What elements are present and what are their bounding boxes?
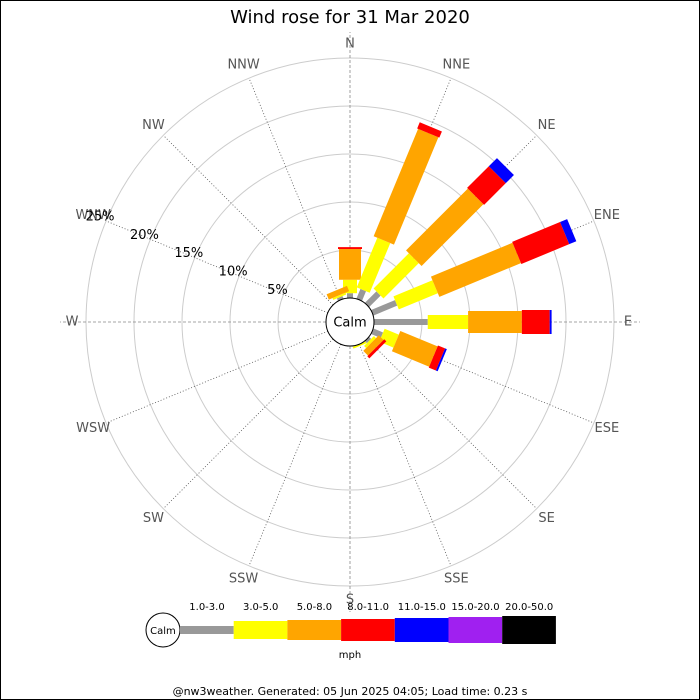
legend-label: 3.0-5.0 — [243, 602, 278, 613]
direction-label: W — [66, 315, 79, 330]
direction-label: SE — [538, 511, 554, 526]
bar-segment — [356, 288, 366, 301]
legend-label: 15.0-20.0 — [451, 602, 499, 613]
direction-label: S — [346, 593, 354, 608]
direction-label: SSW — [229, 571, 259, 586]
legend-label: 5.0-8.0 — [297, 602, 332, 613]
direction-label: NNE — [443, 58, 471, 73]
legend-swatch — [341, 619, 395, 641]
footer: @nw3weather. Generated: 05 Jun 2025 04:0… — [173, 685, 528, 698]
legend-swatch — [502, 616, 556, 644]
bar-segment — [352, 341, 367, 349]
direction-label: SW — [143, 511, 164, 526]
bar-segment — [364, 336, 372, 344]
bar-segment — [435, 348, 447, 372]
legend-swatch — [394, 618, 449, 642]
chart-title: Wind rose for 31 Mar 2020 — [230, 7, 470, 28]
direction-label: NW — [142, 118, 165, 133]
bar-segment — [393, 280, 438, 310]
direction-label: NNW — [227, 58, 259, 73]
direction-label: ESE — [594, 421, 619, 436]
calm-label: Calm — [333, 316, 366, 331]
direction-label: NE — [538, 118, 556, 133]
spoke — [163, 338, 334, 509]
legend-swatch — [287, 620, 342, 640]
r-tick-label: 20% — [130, 228, 159, 243]
bar-segment — [367, 339, 387, 359]
bar-segment — [560, 219, 577, 245]
bar-segment — [391, 330, 438, 367]
legend-units: mph — [339, 650, 361, 661]
direction-label: WSW — [76, 421, 110, 436]
legend-label: 1.0-3.0 — [189, 602, 224, 613]
direction-label: N — [345, 37, 355, 52]
bar-segment — [363, 335, 384, 356]
bar-segment — [374, 319, 428, 325]
bar-segment — [356, 237, 391, 293]
bar-segment — [406, 188, 484, 266]
bar-segment — [332, 292, 347, 300]
calm-circle — [325, 297, 375, 347]
legend-label: 20.0-50.0 — [505, 602, 553, 613]
bar-segment — [371, 300, 398, 316]
bar-segment — [364, 336, 376, 348]
spoke — [163, 135, 334, 306]
bar-segment — [512, 222, 570, 265]
spoke — [366, 338, 537, 509]
legend-calm-label: Calm — [150, 626, 176, 637]
bar-segment — [467, 166, 506, 205]
bar-segment — [373, 253, 419, 299]
r-tick-label: 10% — [219, 265, 248, 280]
bar-segment — [373, 128, 439, 245]
r-tick-label: 25% — [86, 209, 115, 224]
spoke — [105, 220, 328, 314]
direction-label: WNW — [75, 208, 111, 223]
bar-segment — [427, 315, 469, 329]
bar-segment — [336, 296, 344, 301]
legend-swatch — [233, 621, 288, 639]
bar-segment — [326, 285, 350, 300]
legend-swatch — [448, 617, 503, 643]
bar-segment — [488, 158, 514, 184]
bar-segment — [521, 310, 550, 334]
spoke — [248, 77, 342, 300]
bar-segment — [428, 345, 446, 371]
bar-segment — [371, 328, 384, 338]
bar-segment — [347, 293, 353, 298]
r-tick-label: 15% — [174, 246, 203, 261]
bar-segment — [417, 122, 442, 138]
r-tick-label: 5% — [267, 283, 288, 298]
direction-label: E — [624, 315, 632, 330]
direction-label: ENE — [594, 208, 620, 223]
spoke — [248, 344, 342, 567]
bar-segment — [430, 242, 521, 297]
legend-swatch — [180, 626, 234, 634]
spoke — [105, 330, 328, 424]
bar-segment — [364, 291, 381, 308]
bar-segment — [338, 247, 362, 250]
bar-segment — [549, 310, 552, 334]
legend-label: 8.0-11.0 — [347, 602, 389, 613]
bar-segment — [339, 249, 361, 280]
bar-segment — [468, 311, 522, 333]
legend-label: 11.0-15.0 — [398, 602, 446, 613]
spoke — [358, 344, 452, 567]
direction-label: SSE — [444, 571, 469, 586]
